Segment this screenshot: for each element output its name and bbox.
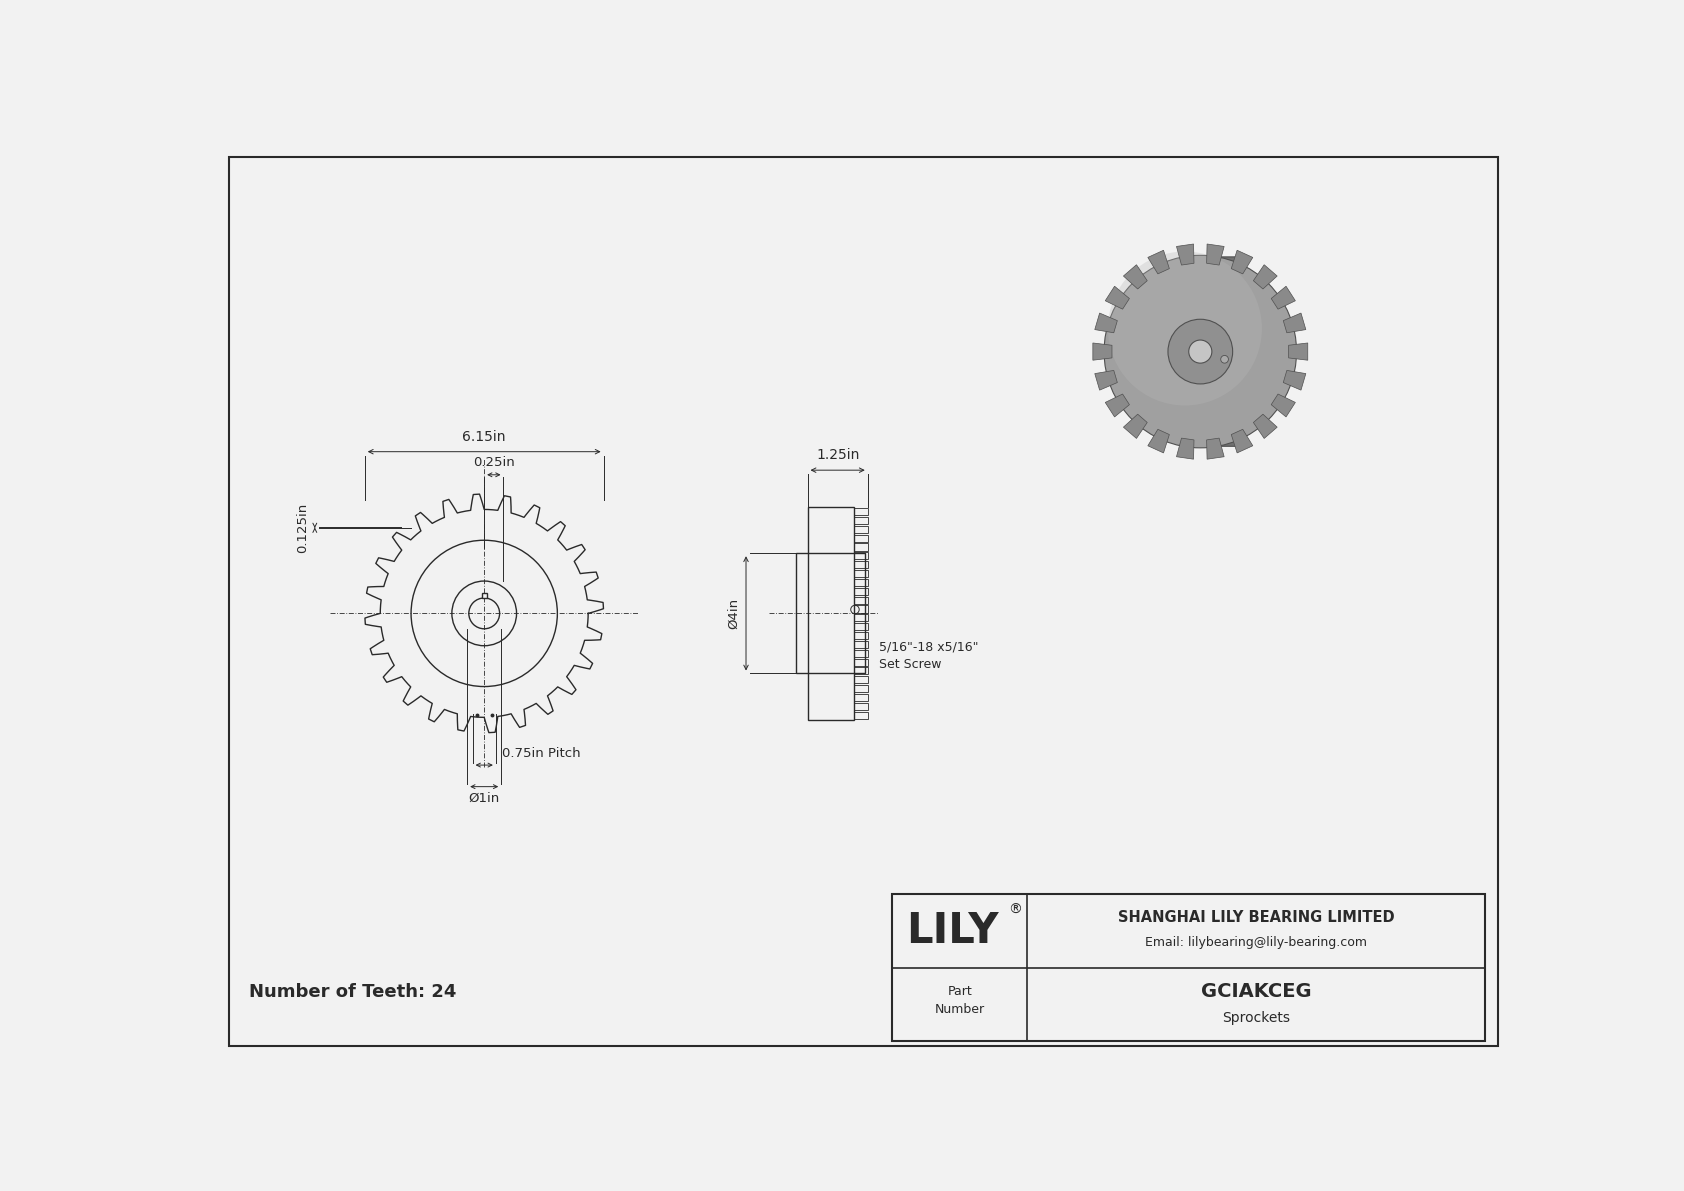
Bar bbox=[854, 659, 867, 666]
Bar bbox=[854, 667, 867, 674]
Bar bbox=[854, 543, 867, 550]
Polygon shape bbox=[1177, 244, 1194, 266]
Bar bbox=[854, 676, 867, 684]
Bar bbox=[893, 894, 1485, 1041]
Bar bbox=[854, 535, 867, 542]
Bar bbox=[854, 694, 867, 701]
Polygon shape bbox=[1253, 414, 1276, 438]
Bar bbox=[854, 509, 867, 515]
Polygon shape bbox=[1105, 286, 1130, 310]
Text: Number of Teeth: 24: Number of Teeth: 24 bbox=[249, 984, 456, 1002]
Polygon shape bbox=[1253, 264, 1276, 289]
Bar bbox=[854, 703, 867, 710]
Text: 0.25in: 0.25in bbox=[473, 456, 515, 468]
Text: 0.125in: 0.125in bbox=[296, 503, 308, 553]
Polygon shape bbox=[1105, 394, 1130, 417]
Bar bbox=[482, 593, 487, 598]
Text: GCIAKCEG: GCIAKCEG bbox=[1201, 981, 1312, 1000]
Bar bbox=[797, 554, 866, 673]
Polygon shape bbox=[1177, 438, 1194, 460]
Polygon shape bbox=[1093, 343, 1111, 360]
Bar bbox=[854, 561, 867, 568]
Polygon shape bbox=[1283, 370, 1305, 391]
Polygon shape bbox=[1207, 244, 1224, 266]
Bar bbox=[854, 632, 867, 640]
Bar bbox=[854, 579, 867, 586]
Polygon shape bbox=[1271, 394, 1295, 417]
Text: Part
Number: Part Number bbox=[935, 985, 985, 1016]
Bar bbox=[854, 553, 867, 560]
FancyBboxPatch shape bbox=[1204, 257, 1241, 447]
Bar bbox=[854, 597, 867, 604]
Circle shape bbox=[1105, 255, 1297, 448]
Bar bbox=[854, 615, 867, 622]
Bar bbox=[854, 570, 867, 578]
Text: Sprockets: Sprockets bbox=[1223, 1011, 1290, 1025]
Text: 0.75in Pitch: 0.75in Pitch bbox=[502, 748, 581, 761]
Bar bbox=[854, 712, 867, 718]
Text: Ø1in: Ø1in bbox=[468, 792, 500, 805]
Bar bbox=[854, 517, 867, 524]
Text: 1.25in: 1.25in bbox=[817, 449, 859, 462]
Polygon shape bbox=[1207, 438, 1224, 460]
Bar bbox=[854, 605, 867, 612]
Polygon shape bbox=[1283, 313, 1305, 332]
Polygon shape bbox=[1123, 264, 1147, 289]
Text: SHANGHAI LILY BEARING LIMITED: SHANGHAI LILY BEARING LIMITED bbox=[1118, 910, 1394, 924]
Text: 6.15in: 6.15in bbox=[463, 430, 505, 444]
Polygon shape bbox=[1123, 414, 1147, 438]
Polygon shape bbox=[1148, 250, 1169, 274]
Bar bbox=[854, 587, 867, 594]
Bar bbox=[854, 685, 867, 692]
Polygon shape bbox=[1095, 313, 1118, 332]
Polygon shape bbox=[1288, 343, 1308, 360]
Polygon shape bbox=[1231, 429, 1253, 453]
Text: ®: ® bbox=[1009, 903, 1022, 917]
Polygon shape bbox=[1095, 370, 1118, 391]
Bar bbox=[854, 641, 867, 648]
Circle shape bbox=[1221, 355, 1228, 363]
Circle shape bbox=[1169, 319, 1233, 384]
Bar bbox=[808, 507, 854, 719]
Text: Ø4in: Ø4in bbox=[727, 598, 739, 629]
Polygon shape bbox=[1271, 286, 1295, 310]
Bar bbox=[854, 623, 867, 630]
Ellipse shape bbox=[1108, 251, 1261, 405]
Bar bbox=[854, 650, 867, 656]
Text: Email: lilybearing@lily-bearing.com: Email: lilybearing@lily-bearing.com bbox=[1145, 936, 1367, 949]
Bar bbox=[854, 525, 867, 532]
Text: 5/16"-18 x5/16"
Set Screw: 5/16"-18 x5/16" Set Screw bbox=[879, 641, 978, 671]
Circle shape bbox=[1189, 341, 1212, 363]
Polygon shape bbox=[1231, 250, 1253, 274]
Polygon shape bbox=[1148, 429, 1169, 453]
Text: LILY: LILY bbox=[906, 910, 999, 952]
